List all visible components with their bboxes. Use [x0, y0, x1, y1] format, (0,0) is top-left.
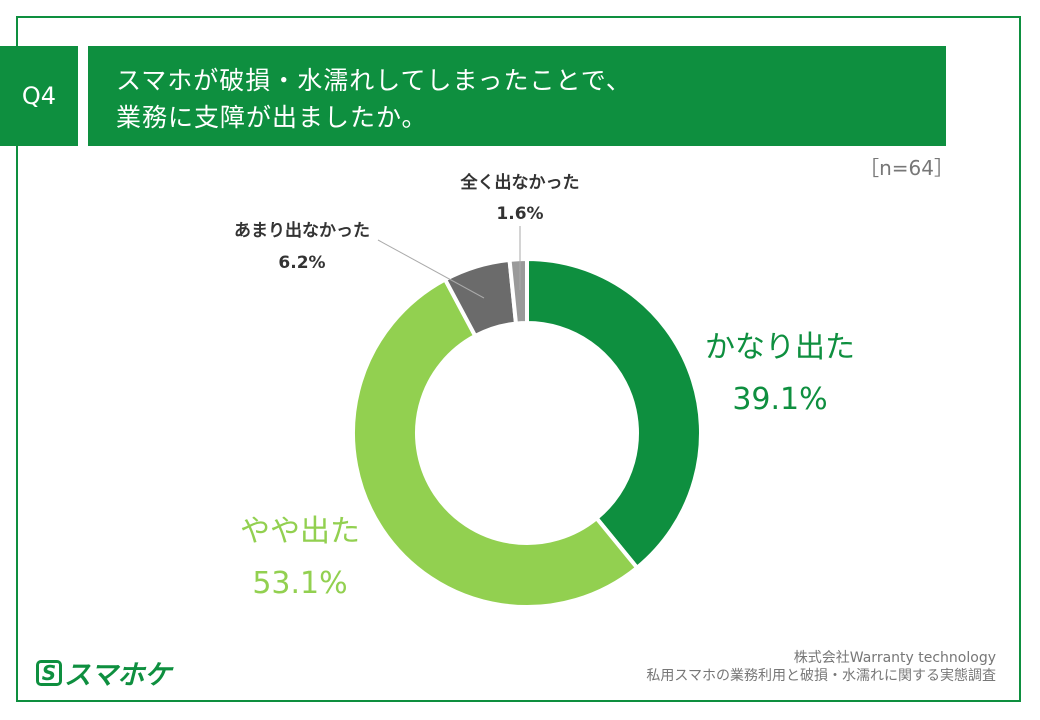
logo-text: スマホケ [64, 660, 172, 691]
question-number-box: Q4 [0, 46, 78, 146]
slice-value-0: 39.1% [732, 382, 827, 417]
donut-slice-3 [507, 256, 529, 326]
donut-slice-0 [525, 256, 703, 571]
donut-slice-1 [351, 276, 640, 609]
slice-label-0: かなり出た [705, 330, 855, 365]
slice-label-3: 全く出なかった [460, 172, 580, 193]
slice-value-1: 53.1% [252, 566, 347, 601]
slice-label-2: あまり出なかった [234, 220, 370, 241]
footer-company: 株式会社Warranty technology [793, 650, 996, 666]
chart-frame [16, 16, 1021, 702]
question-title-box: スマホが破損・水濡れしてしまったことで、 業務に支障が出ましたか。 [88, 46, 946, 146]
footer-survey: 私用スマホの業務利用と破損・水濡れに関する実態調査 [646, 668, 996, 684]
question-title-line2: 業務に支障が出ましたか。 [116, 103, 428, 132]
logo-mark: S [36, 659, 62, 686]
logo: S スマホケ [36, 653, 171, 692]
sample-size-label: ［n=64］ [859, 156, 954, 180]
slice-value-3: 1.6% [496, 204, 543, 224]
slice-label-1: やや出た [240, 514, 360, 549]
question-title-line1: スマホが破損・水濡れしてしまったことで、 [116, 66, 632, 95]
slice-value-2: 6.2% [278, 253, 325, 273]
question-number: Q4 [21, 82, 57, 110]
leader-line-2 [377, 239, 485, 299]
